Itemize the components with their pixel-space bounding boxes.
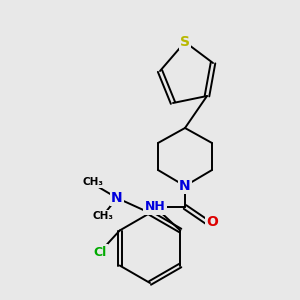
Text: CH₃: CH₃ <box>92 211 113 221</box>
Text: N: N <box>111 191 123 205</box>
Text: S: S <box>180 35 190 49</box>
Text: CH₃: CH₃ <box>82 177 103 187</box>
Text: NH: NH <box>145 200 165 214</box>
Text: N: N <box>179 179 191 193</box>
Text: O: O <box>206 215 218 229</box>
Text: Cl: Cl <box>93 245 106 259</box>
